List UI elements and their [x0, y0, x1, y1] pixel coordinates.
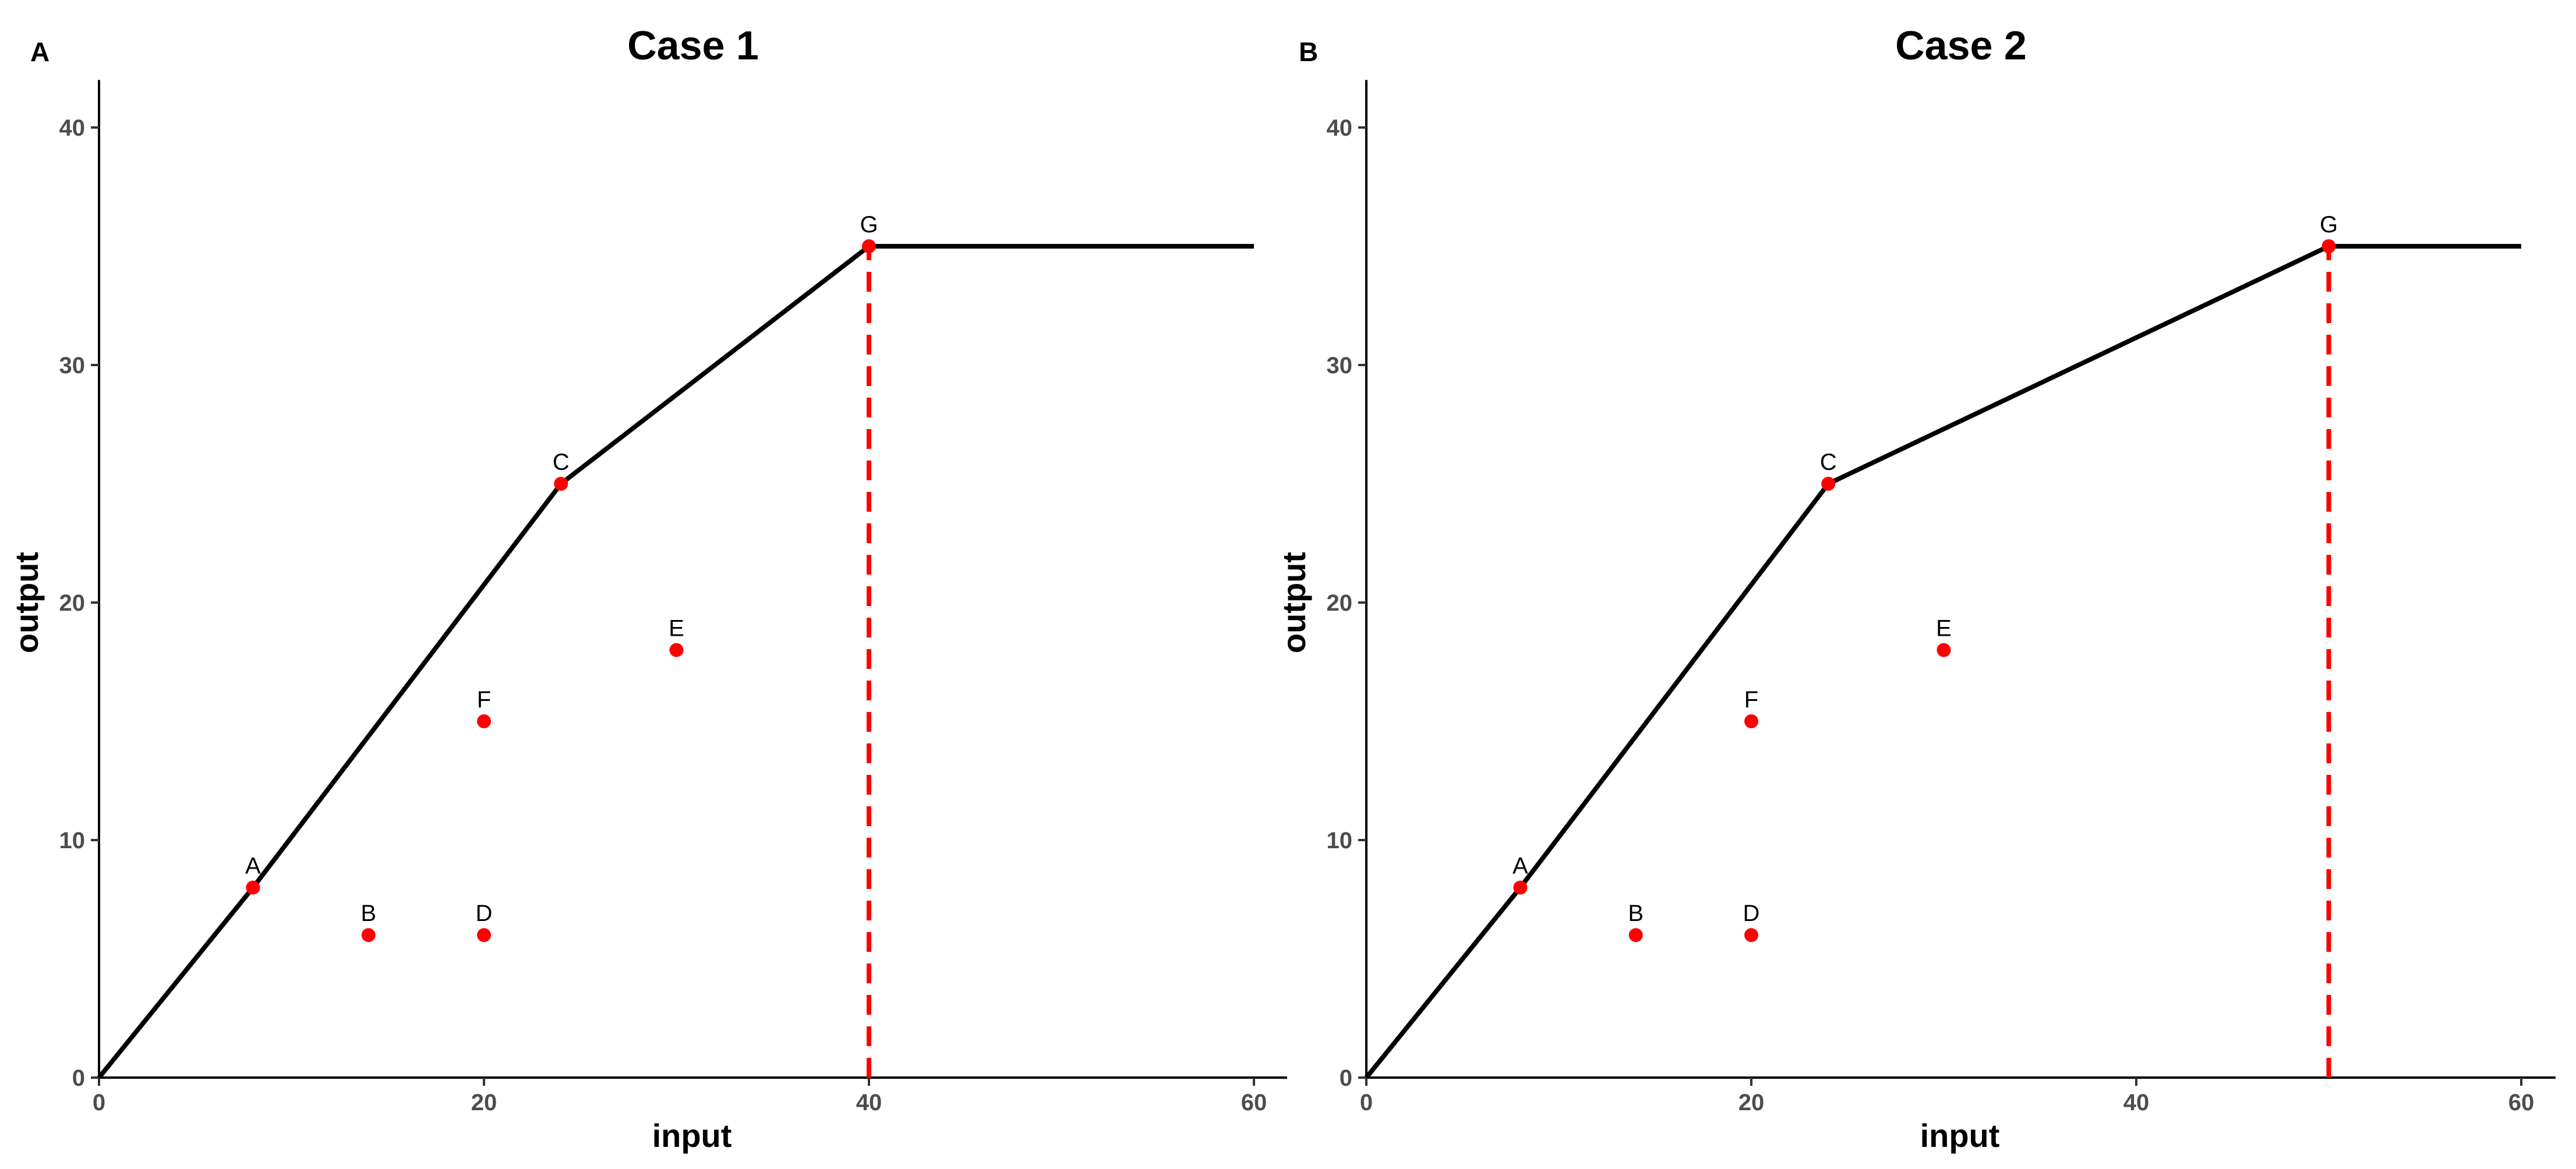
data-point-f [477, 714, 491, 728]
point-label-b: B [361, 901, 376, 926]
data-point-b [1628, 928, 1643, 943]
y-tick-label: 30 [1327, 353, 1353, 378]
y-tick-label: 0 [72, 1065, 85, 1091]
point-label-f: F [1744, 687, 1758, 713]
chart-title: Case 2 [1895, 23, 2027, 68]
x-tick-label: 0 [93, 1090, 105, 1115]
data-point-b [361, 928, 376, 943]
x-tick-label: 40 [2123, 1090, 2150, 1115]
point-label-c: C [553, 449, 570, 475]
y-axis-title: output [8, 552, 45, 653]
data-point-g [2321, 239, 2336, 253]
data-point-a [1513, 880, 1528, 895]
y-tick-label: 0 [1340, 1065, 1352, 1091]
x-tick-label: 20 [471, 1090, 497, 1115]
y-tick-label: 40 [59, 115, 86, 141]
chart-title: Case 1 [627, 23, 759, 68]
x-tick-label: 0 [1360, 1090, 1373, 1115]
frontier-line [1364, 244, 2521, 1079]
x-axis-title: input [1920, 1117, 2000, 1154]
chart-panel-b: B Case 2 0 20 40 60 0 10 20 30 40 input output A B C D E F… [1275, 23, 2556, 1154]
point-label-g: G [2320, 212, 2338, 238]
frontier-line [97, 244, 1254, 1079]
point-label-e: E [669, 616, 684, 642]
point-label-g: G [860, 212, 878, 238]
x-tick-label: 20 [1738, 1090, 1765, 1115]
x-axis-title: input [652, 1117, 732, 1154]
x-tick-label: 60 [2508, 1090, 2535, 1115]
panel-label: B [1299, 37, 1318, 67]
y-tick-label: 20 [1327, 590, 1353, 616]
data-point-c [554, 477, 568, 491]
point-label-a: A [1513, 853, 1528, 879]
data-point-f [1744, 714, 1758, 728]
data-point-e [1937, 643, 1951, 657]
point-label-d: D [1743, 901, 1760, 926]
point-label-c: C [1820, 449, 1837, 475]
point-label-e: E [1936, 616, 1952, 642]
y-tick-label: 30 [59, 353, 86, 378]
point-label-b: B [1628, 901, 1644, 926]
data-point-a [246, 880, 260, 895]
panel-label: A [30, 37, 50, 67]
data-point-c [1821, 477, 1836, 491]
y-tick-label: 40 [1327, 115, 1353, 141]
y-axis-title: output [1275, 552, 1312, 653]
data-point-e [669, 643, 684, 657]
x-tick-label: 40 [856, 1090, 882, 1115]
data-point-d [1744, 928, 1758, 943]
y-tick-label: 20 [59, 590, 86, 616]
data-point-g [862, 239, 876, 253]
y-tick-label: 10 [1327, 828, 1353, 853]
x-tick-label: 60 [1241, 1090, 1267, 1115]
point-label-f: F [477, 687, 491, 713]
data-point-d [477, 928, 491, 943]
point-label-a: A [245, 853, 261, 879]
point-label-d: D [476, 901, 493, 926]
y-tick-label: 10 [59, 828, 86, 853]
chart-panel-a: A Case 1 0 20 40 60 0 10 20 30 40 input output A B C D E F… [8, 23, 1287, 1154]
